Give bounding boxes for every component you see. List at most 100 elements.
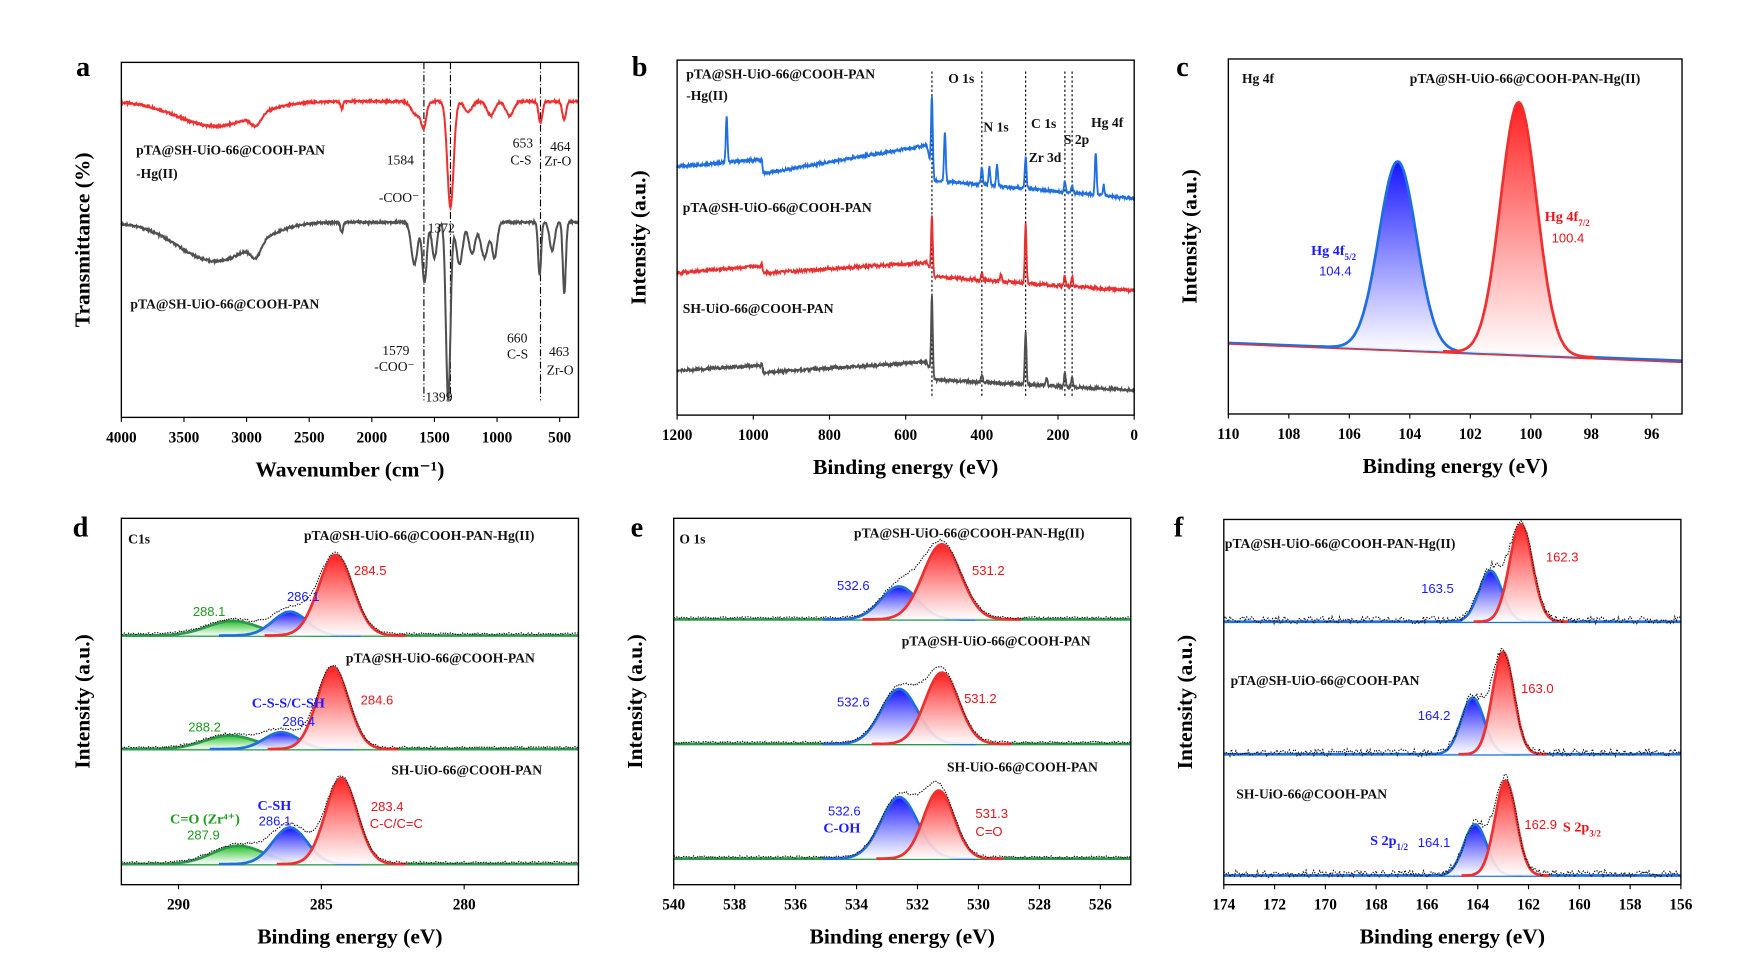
x-tick-label: 4000 bbox=[106, 429, 137, 446]
x-tick-label: 104 bbox=[1398, 426, 1421, 443]
component-fill bbox=[862, 544, 1022, 620]
annotation-label: 464 bbox=[550, 139, 571, 154]
annotation-label: 162.9 bbox=[1524, 817, 1557, 832]
annotation-label: SH-UiO-66@COOH-PAN bbox=[1236, 786, 1387, 801]
annotation-label: S 2p3/2 bbox=[1563, 819, 1601, 838]
component-fill bbox=[1473, 524, 1569, 622]
component-fill bbox=[264, 554, 407, 636]
annotation-label: 1584 bbox=[387, 152, 414, 167]
x-tick-label: 200 bbox=[1047, 427, 1070, 444]
component-fill bbox=[822, 586, 976, 620]
annotation-label: C-SH bbox=[257, 798, 291, 814]
annotation-label: C-S-S/C-SH bbox=[252, 696, 325, 712]
component-peak-line bbox=[1319, 160, 1477, 354]
component-peak-line bbox=[876, 789, 1003, 861]
ftir-series-line bbox=[120, 217, 580, 402]
x-tick-label: 526 bbox=[1089, 897, 1112, 914]
component-peak-line bbox=[1458, 650, 1547, 756]
x-tick-label: 1000 bbox=[738, 427, 769, 444]
annotation-label: pTA@SH-UiO-66@COOH-PAN-Hg(II) bbox=[304, 528, 534, 544]
x-tick-label: 2000 bbox=[357, 429, 388, 446]
x-tick-label: 160 bbox=[1568, 897, 1591, 914]
annotation-label: SH-UiO-66@COOH-PAN bbox=[391, 763, 542, 778]
annotation-label: 531.2 bbox=[972, 563, 1005, 578]
y-axis-label: Intensity (a.u.) bbox=[1173, 635, 1197, 770]
survey-series-line bbox=[676, 96, 1136, 202]
annotation-label: 104.4 bbox=[1319, 264, 1352, 279]
annotation-label: 532.6 bbox=[837, 695, 870, 710]
envelope-data-line bbox=[673, 665, 1132, 745]
spectrum-baseline bbox=[1228, 343, 1683, 364]
annotation-label: 660 bbox=[507, 331, 528, 346]
annotation-label: S 2p1/2 bbox=[1370, 833, 1408, 852]
component-fill bbox=[1461, 780, 1550, 876]
x-tick-label: 110 bbox=[1217, 426, 1239, 443]
x-tick-label: 600 bbox=[894, 427, 917, 444]
x-axis-label: Wavenumber (cm⁻¹) bbox=[255, 457, 444, 481]
x-tick-label: 2500 bbox=[294, 429, 325, 446]
panel-a: a 4000 3500 3000 2500 2000 1500 1000 500 Wavenumb… bbox=[71, 52, 580, 481]
annotation-subscript: 5/2 bbox=[1345, 252, 1357, 262]
annotation-main: Hg 4f bbox=[1311, 243, 1345, 259]
annotation-label: Zr 3d bbox=[1029, 150, 1062, 165]
x-tick-label: 290 bbox=[167, 897, 190, 914]
x-axis-label: Binding energy (eV) bbox=[257, 925, 442, 949]
plot-area bbox=[121, 551, 579, 866]
plot-area bbox=[1223, 519, 1682, 880]
annotation-label: 463 bbox=[549, 344, 570, 359]
plot-area bbox=[120, 62, 580, 402]
component-fill bbox=[1427, 824, 1523, 876]
annotation-label: Hg 4f bbox=[1242, 71, 1275, 86]
plot-frame bbox=[120, 61, 580, 419]
annotation-label: SH-UiO-66@COOH-PAN bbox=[683, 301, 834, 316]
x-tick-label: 536 bbox=[784, 897, 807, 914]
annotation-label: -COO⁻ bbox=[379, 190, 419, 205]
component-fill bbox=[822, 689, 976, 745]
component-peak-line bbox=[264, 553, 407, 637]
plot-frame bbox=[673, 517, 1132, 886]
annotation-main: Hg 4f bbox=[1545, 209, 1579, 225]
annotation-label: SH-UiO-66@COOH-PAN bbox=[947, 759, 1098, 774]
component-fill bbox=[876, 790, 1003, 859]
component-fill bbox=[1443, 570, 1538, 622]
annotation-label: 284.5 bbox=[354, 563, 387, 578]
annotation-label: 164.1 bbox=[1418, 835, 1451, 850]
annotation-label: Hg 4f7/2 bbox=[1545, 209, 1590, 228]
annotation-label: pTA@SH-UiO-66@COOH-PAN bbox=[902, 633, 1091, 648]
component-peak-line bbox=[871, 671, 1012, 746]
x-tick-label: 528 bbox=[1028, 897, 1051, 914]
survey-series-line bbox=[676, 295, 1136, 394]
component-peak-line bbox=[1473, 522, 1569, 624]
annotation-subscript: 7/2 bbox=[1578, 218, 1590, 228]
x-tick-label: 1500 bbox=[419, 429, 450, 446]
panel-letter: b bbox=[632, 52, 648, 83]
panel-letter: d bbox=[73, 512, 89, 543]
annotation-label: 162.3 bbox=[1546, 549, 1579, 564]
x-tick-label: 532 bbox=[906, 897, 929, 914]
annotation-label: pTA@SH-UiO-66@COOH-PAN-Hg(II) bbox=[1225, 536, 1455, 552]
annotation-label: O 1s bbox=[679, 531, 705, 546]
annotation-label: Hg 4f5/2 bbox=[1311, 243, 1356, 262]
annotation-label: 653 bbox=[513, 135, 534, 150]
x-axis-label: Binding energy (eV) bbox=[1362, 454, 1547, 478]
x-tick-label: 1000 bbox=[482, 429, 513, 446]
panel-c: c 110 108 106 104 102 100 98 96 Binding energy (e… bbox=[1176, 52, 1683, 478]
plot-frame bbox=[676, 59, 1135, 416]
y-axis-label: Intensity (a.u.) bbox=[1178, 169, 1202, 304]
x-tick-label: 96 bbox=[1644, 426, 1660, 443]
component-peak-line bbox=[862, 542, 1022, 621]
annotation-label: N 1s bbox=[983, 120, 1008, 135]
x-tick-label: 166 bbox=[1415, 897, 1438, 914]
component-fill bbox=[209, 732, 353, 750]
annotation-label: C=O bbox=[975, 824, 1002, 839]
component-fill bbox=[132, 845, 346, 865]
annotation-label: pTA@SH-UiO-66@COOH-PAN-Hg(II) bbox=[1410, 71, 1640, 87]
x-tick-label: 400 bbox=[970, 427, 993, 444]
x-tick-label: 800 bbox=[818, 427, 841, 444]
component-fill bbox=[122, 735, 338, 750]
annotation-label: 288.2 bbox=[188, 720, 221, 735]
panel-b: b 1200 1000 800 600 400 200 0 Binding energy (eV… bbox=[626, 52, 1138, 479]
x-tick-label: 102 bbox=[1459, 426, 1482, 443]
annotation-label: pTA@SH-UiO-66@COOH-PAN bbox=[683, 200, 872, 215]
panel-letter: a bbox=[76, 52, 90, 83]
